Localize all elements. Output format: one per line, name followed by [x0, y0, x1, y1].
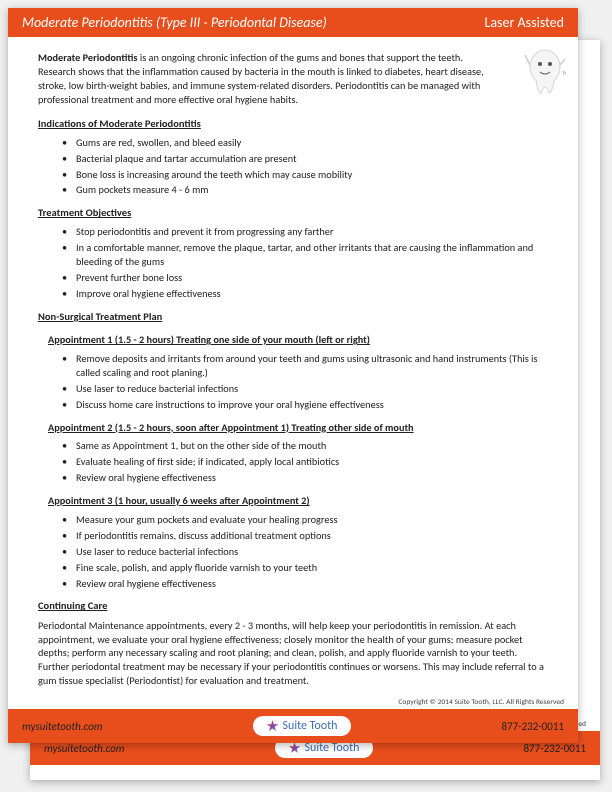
intro-bold: Moderate Periodontitis — [38, 51, 138, 64]
svg-text:TM: TM — [562, 71, 566, 77]
list-item: Remove deposits and irritants from aroun… — [62, 352, 548, 380]
continuing-heading: Continuing Care — [38, 599, 548, 613]
objectives-list: Stop periodontitis and prevent it from p… — [62, 225, 548, 300]
list-item: Gums are red, swollen, and bleed easily — [62, 136, 548, 150]
plan-heading: Non-Surgical Treatment Plan — [38, 310, 548, 324]
page-title: Moderate Periodontitis (Type III - Perio… — [22, 14, 327, 31]
list-item: Bacterial plaque and tartar accumulation… — [62, 152, 548, 166]
appt1-heading: Appointment 1 (1.5 - 2 hours) Treating o… — [48, 333, 548, 347]
header-subtitle: Laser Assisted — [484, 14, 564, 31]
footer-phone: 877-232-0011 — [501, 720, 564, 733]
list-item: Fine scale, polish, and apply fluoride v… — [62, 561, 548, 575]
list-item: In a comfortable manner, remove the plaq… — [62, 241, 548, 269]
appt3-list: Measure your gum pockets and evaluate yo… — [62, 513, 548, 590]
list-item: Review oral hygiene effectiveness — [62, 471, 548, 485]
objectives-heading: Treatment Objectives — [38, 206, 548, 220]
list-item: Bone loss is increasing around the teeth… — [62, 168, 548, 182]
list-item: Review oral hygiene effectiveness — [62, 577, 548, 591]
appt2-heading: Appointment 2 (1.5 - 2 hours, soon after… — [48, 421, 548, 435]
appt3-heading: Appointment 3 (1 hour, usually 6 weeks a… — [48, 494, 548, 508]
indications-heading: Indications of Moderate Periodontitis — [38, 117, 548, 131]
list-item: If periodontitis remains, discuss additi… — [62, 529, 548, 543]
list-item: Use laser to reduce bacterial infections — [62, 545, 548, 559]
list-item: Gum pockets measure 4 - 6 mm — [62, 183, 548, 197]
list-item: Stop periodontitis and prevent it from p… — [62, 225, 548, 239]
footer-logo: Suite Tooth — [253, 716, 352, 736]
logo-star-icon — [289, 742, 301, 754]
list-item: Evaluate healing of first side; if indic… — [62, 455, 548, 469]
footer-phone-back: 877-232-0011 — [523, 742, 586, 755]
continuing-paragraph: Periodontal Maintenance appointments, ev… — [38, 619, 548, 688]
content-area: TM Moderate Periodontitis is an ongoing … — [8, 37, 578, 698]
footer-logo-text: Suite Tooth — [283, 719, 338, 733]
list-item: Discuss home care instructions to improv… — [62, 398, 548, 412]
copyright: Copyright © 2014 Suite Tooth, LLC. All R… — [8, 698, 578, 709]
list-item: Prevent further bone loss — [62, 271, 548, 285]
logo-star-icon — [267, 720, 279, 732]
tooth-mascot-icon: TM — [524, 45, 566, 97]
footer-bar: mysuitetooth.com Suite Tooth 877-232-001… — [8, 709, 578, 743]
footer-url-back: mysuitetooth.com — [44, 742, 124, 755]
list-item: Improve oral hygiene effectiveness — [62, 287, 548, 301]
footer-url: mysuitetooth.com — [22, 720, 102, 733]
list-item: Use laser to reduce bacterial infections — [62, 382, 548, 396]
page-front: Moderate Periodontitis (Type III - Perio… — [8, 8, 578, 743]
list-item: Measure your gum pockets and evaluate yo… — [62, 513, 548, 527]
indications-list: Gums are red, swollen, and bleed easily … — [62, 136, 548, 198]
appt2-list: Same as Appointment 1, but on the other … — [62, 439, 548, 485]
header-bar: Moderate Periodontitis (Type III - Perio… — [8, 8, 578, 37]
intro-paragraph: Moderate Periodontitis is an ongoing chr… — [38, 51, 548, 107]
appt1-list: Remove deposits and irritants from aroun… — [62, 352, 548, 412]
footer-logo-text: Suite Tooth — [305, 741, 360, 755]
list-item: Same as Appointment 1, but on the other … — [62, 439, 548, 453]
